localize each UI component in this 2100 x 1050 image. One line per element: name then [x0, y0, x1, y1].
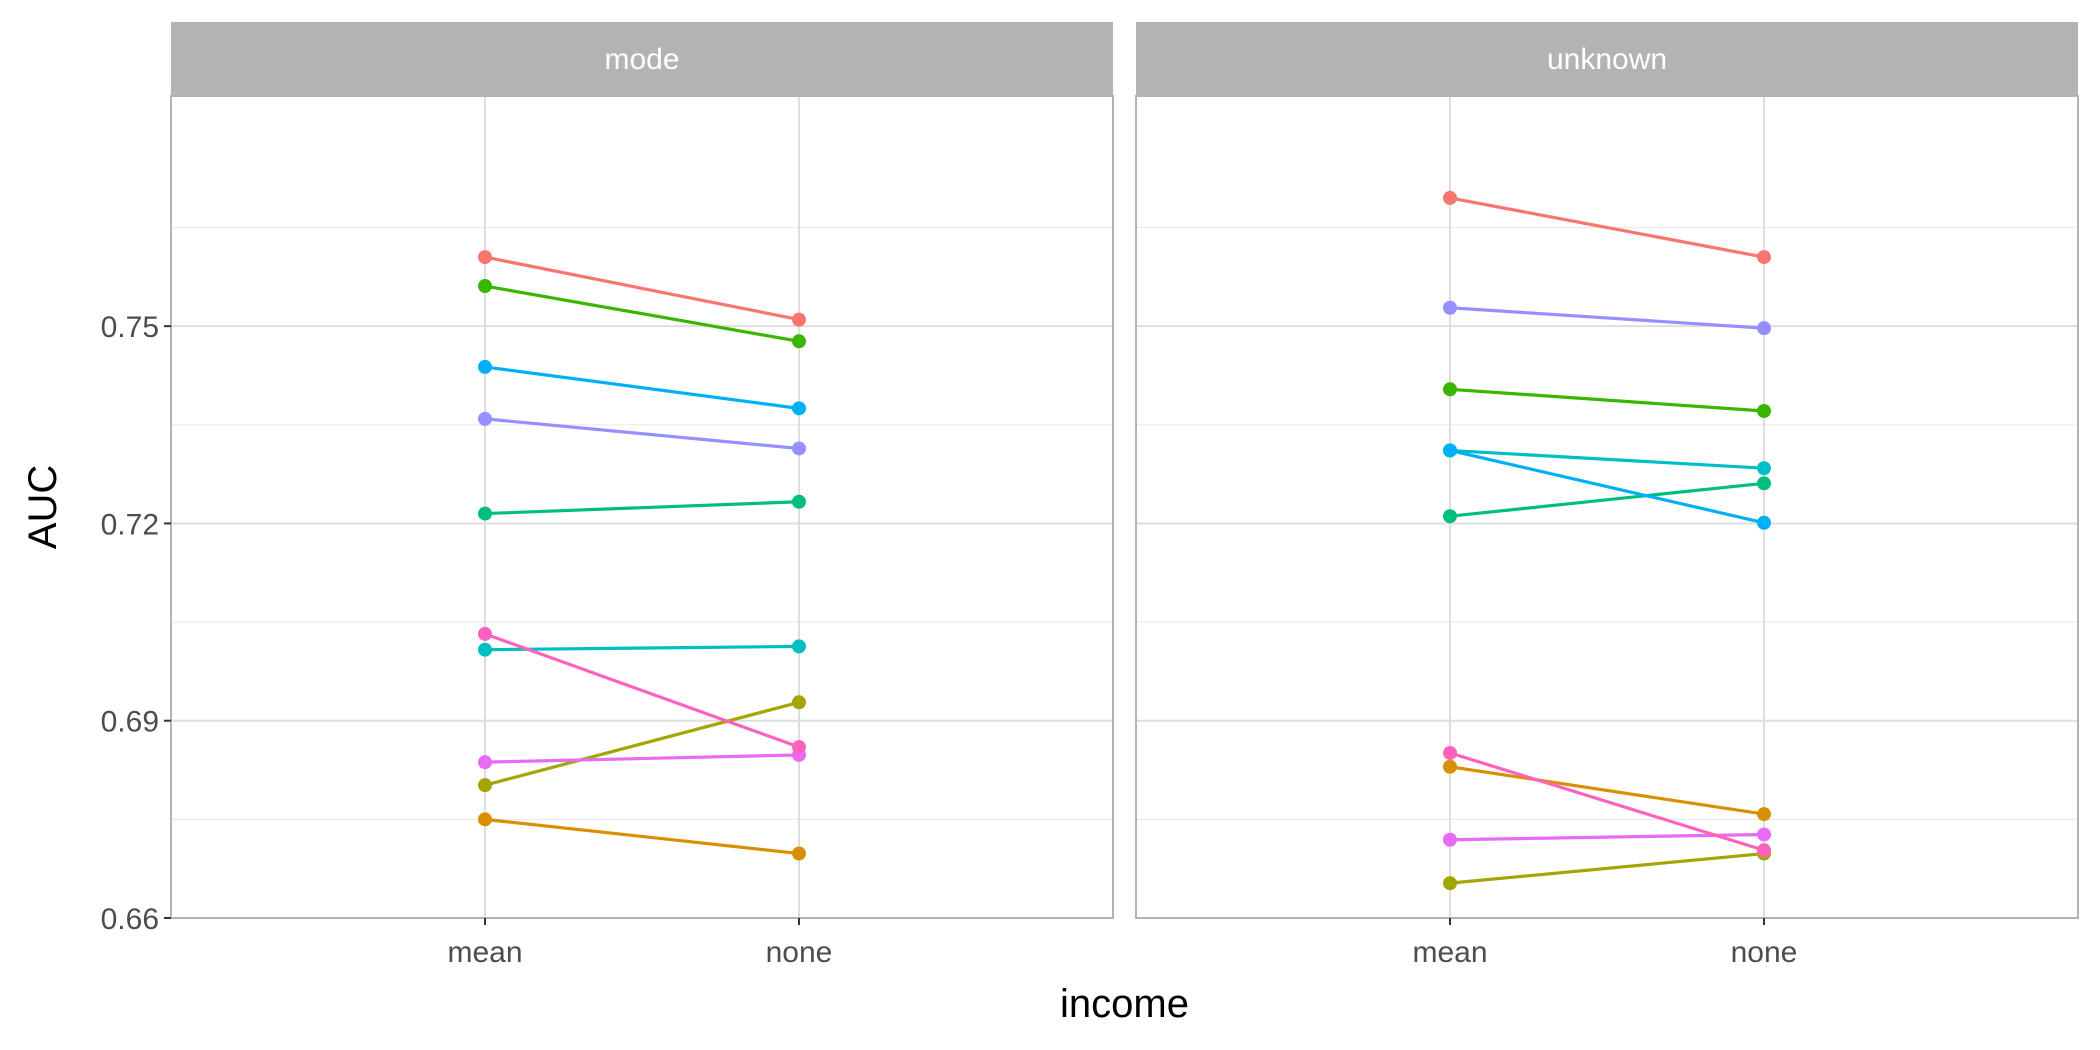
- data-point: [478, 250, 492, 265]
- data-point: [1443, 443, 1457, 458]
- series-line: [484, 753, 800, 764]
- data-point: [792, 639, 806, 654]
- data-point: [1443, 759, 1457, 774]
- x-tick-label: mean: [447, 936, 522, 969]
- data-point: [1757, 461, 1771, 476]
- series-line: [484, 284, 800, 343]
- data-point: [478, 812, 492, 827]
- series-line: [1449, 481, 1765, 518]
- data-point: [1757, 250, 1771, 265]
- data-point: [478, 755, 492, 770]
- data-point: [792, 441, 806, 456]
- x-tick-label: mean: [1412, 936, 1487, 969]
- panel-border: [170, 95, 1114, 919]
- y-tick-label: 0.66: [101, 903, 159, 936]
- data-point: [792, 334, 806, 349]
- series-line: [1449, 448, 1765, 525]
- series-line: [1449, 751, 1765, 852]
- data-point: [1757, 403, 1771, 418]
- data-point: [478, 642, 492, 657]
- y-tick-label: 0.69: [101, 706, 159, 739]
- data-point: [1443, 876, 1457, 891]
- data-point: [1443, 382, 1457, 397]
- data-point: [1443, 745, 1457, 760]
- data-point: [1443, 190, 1457, 205]
- facet-strip-label: unknown: [1547, 43, 1667, 76]
- facet-strip-label: mode: [604, 43, 679, 76]
- data-point: [1757, 476, 1771, 491]
- data-point: [478, 411, 492, 426]
- data-point: [792, 312, 806, 327]
- series-line: [1449, 196, 1765, 259]
- series-line: [1449, 306, 1765, 330]
- y-tick-label: 0.72: [101, 508, 159, 541]
- x-tick-label: none: [1731, 936, 1798, 969]
- series-line: [484, 255, 800, 322]
- series-line: [1449, 448, 1765, 470]
- x-tick-label: none: [766, 936, 833, 969]
- series-line: [484, 500, 800, 516]
- data-point: [1443, 832, 1457, 847]
- panel-background: [1136, 96, 2078, 918]
- facet-strip: [1136, 22, 2078, 96]
- series-line: [484, 700, 800, 787]
- data-point: [1757, 321, 1771, 336]
- series-line: [1449, 851, 1765, 885]
- data-point: [478, 359, 492, 374]
- data-point: [1757, 515, 1771, 530]
- y-axis-title: AUC: [21, 465, 65, 549]
- facet-strip: [171, 22, 1113, 96]
- data-point: [792, 846, 806, 861]
- data-point: [1757, 807, 1771, 822]
- series-line: [484, 817, 800, 856]
- data-point: [1443, 300, 1457, 315]
- panel-unknown: unknown mean none: [1135, 22, 2079, 969]
- panel-mode: mode mean none: [170, 22, 1114, 969]
- panel-border: [1135, 95, 2079, 919]
- data-point: [792, 401, 806, 416]
- series-line: [1449, 765, 1765, 816]
- data-point: [1757, 827, 1771, 842]
- data-point: [1443, 509, 1457, 524]
- data-point: [478, 279, 492, 294]
- data-point: [792, 695, 806, 710]
- x-axis-title: income: [1060, 982, 1189, 1026]
- series-line: [484, 632, 800, 749]
- y-tick-label: 0.75: [101, 311, 159, 344]
- series-line: [484, 417, 800, 451]
- data-point: [478, 778, 492, 793]
- data-point: [478, 506, 492, 521]
- series-line: [484, 644, 800, 652]
- series-line: [484, 365, 800, 410]
- data-point: [1757, 843, 1771, 858]
- series-line: [1449, 387, 1765, 413]
- data-point: [792, 494, 806, 509]
- data-point: [478, 626, 492, 641]
- data-point: [792, 740, 806, 755]
